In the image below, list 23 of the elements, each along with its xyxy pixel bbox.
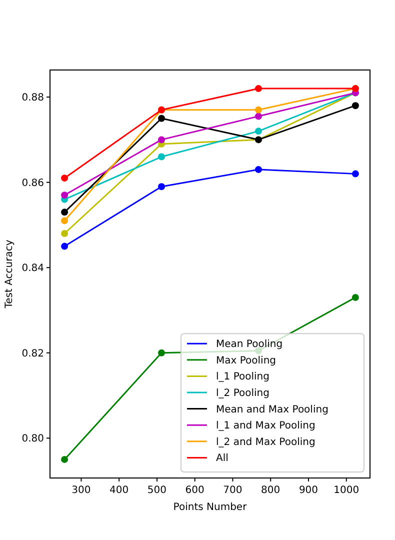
x-tick-label: 300	[72, 485, 91, 496]
legend-label: All	[216, 453, 228, 464]
x-tick-label: 400	[110, 485, 129, 496]
y-axis-title: Test Accuracy	[4, 240, 15, 310]
legend-label: Mean and Max Pooling	[216, 404, 328, 416]
legend-label: l_2 and Max Pooling	[216, 436, 316, 448]
x-tick-label: 600	[185, 485, 204, 496]
legend-label: Mean Pooling	[216, 339, 283, 350]
y-tick-label: 0.88	[22, 92, 44, 104]
legend-label: l_1 and Max Pooling	[216, 420, 316, 432]
y-tick-label: 0.82	[22, 348, 44, 360]
legend-label: l_2 Pooling	[216, 388, 270, 399]
x-tick-label: 1000	[334, 485, 360, 496]
y-tick-label: 0.86	[22, 178, 44, 189]
x-tick-label: 900	[298, 485, 318, 496]
legend-label: Max Pooling	[216, 355, 276, 366]
y-tick-label: 0.84	[22, 263, 44, 274]
x-axis-title: Points Number	[173, 502, 248, 513]
x-tick-label: 700	[223, 485, 242, 496]
x-tick-label: 800	[261, 485, 280, 496]
x-tick-label: 500	[147, 485, 167, 496]
legend-label: l_1 Pooling	[216, 372, 270, 383]
y-tick-label: 0.80	[22, 434, 44, 445]
